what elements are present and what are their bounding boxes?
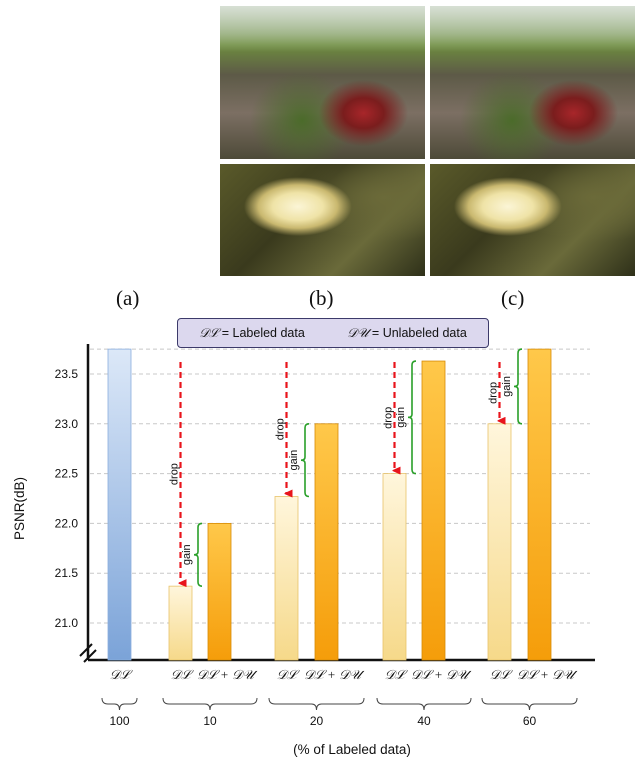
x-bar-label: 𝒟ℒ + 𝒟𝒰 xyxy=(197,667,258,682)
y-tick-label: 22.5 xyxy=(55,467,79,481)
drop-label: drop xyxy=(383,407,395,429)
photo-garden-rainy xyxy=(10,6,215,159)
x-bar-label: 𝒟ℒ xyxy=(277,667,300,682)
legend-unlabeled-text: = Unlabeled data xyxy=(371,325,467,340)
bar xyxy=(487,423,512,661)
bar xyxy=(527,348,552,661)
gain-brace xyxy=(407,360,417,475)
photo-rose-result-b xyxy=(220,164,425,276)
legend-unlabeled: 𝒟𝒰 = Unlabeled data xyxy=(347,326,467,341)
legend-unlabeled-symbol: 𝒟𝒰 xyxy=(347,325,369,340)
x-bar-label: 𝒟ℒ + 𝒟𝒰 xyxy=(517,667,578,682)
x-bar-label: 𝒟ℒ + 𝒟𝒰 xyxy=(304,667,365,682)
x-group-label: 40 xyxy=(417,714,431,728)
y-tick-label: 23.0 xyxy=(55,417,79,431)
gain-brace xyxy=(193,522,203,587)
y-axis-title: PSNR(dB) xyxy=(12,477,27,540)
x-bar-label: 𝒟ℒ + 𝒟𝒰 xyxy=(411,667,472,682)
gain-label: gain xyxy=(501,376,513,397)
group-brace xyxy=(268,697,365,711)
x-group-label: 10 xyxy=(203,714,217,728)
photo-rose-result-c xyxy=(430,164,635,276)
y-tick-label: 21.0 xyxy=(55,616,79,630)
bar xyxy=(207,522,232,661)
panel-label-b: (b) xyxy=(309,286,334,310)
axis-break-mark xyxy=(79,643,97,663)
gain-brace xyxy=(513,348,523,425)
chart-legend: 𝒟ℒ = Labeled data 𝒟𝒰 = Unlabeled data xyxy=(177,318,489,348)
x-group-label: 20 xyxy=(310,714,324,728)
panel-label-c: (c) xyxy=(501,286,525,310)
legend-labeled-symbol: 𝒟ℒ xyxy=(199,325,219,340)
x-axis-title: (% of Labeled data) xyxy=(293,742,411,757)
group-brace xyxy=(481,697,578,711)
gain-brace xyxy=(300,423,310,498)
y-tick-label: 23.5 xyxy=(55,367,79,381)
bar xyxy=(168,585,193,661)
legend-labeled: 𝒟ℒ = Labeled data xyxy=(199,326,305,341)
y-tick-label: 22.0 xyxy=(55,516,79,530)
x-bar-label: 𝒟ℒ xyxy=(385,667,408,682)
y-tick-label: 21.5 xyxy=(55,566,79,580)
x-bar-label: 𝒟ℒ xyxy=(110,667,133,682)
drop-label: drop xyxy=(169,463,181,485)
x-bar-label: 𝒟ℒ xyxy=(490,667,513,682)
bar xyxy=(107,348,132,661)
x-bar-label: 𝒟ℒ xyxy=(171,667,194,682)
bar xyxy=(382,473,407,661)
gain-label: gain xyxy=(395,407,407,428)
group-brace xyxy=(376,697,472,711)
legend-labeled-text: = Labeled data xyxy=(221,325,305,340)
drop-label: drop xyxy=(488,382,500,404)
drop-label: drop xyxy=(275,418,287,440)
bar xyxy=(314,423,339,661)
gain-label: gain xyxy=(181,544,193,565)
group-brace xyxy=(162,697,258,711)
x-group-label: 100 xyxy=(109,714,129,728)
photo-garden-result-b xyxy=(220,6,425,159)
bar xyxy=(421,360,446,661)
panel-label-a: (a) xyxy=(116,286,140,310)
photo-rose-rainy xyxy=(10,164,215,276)
x-group-label: 60 xyxy=(523,714,537,728)
bar xyxy=(274,496,299,661)
gain-label: gain xyxy=(288,450,300,471)
photo-garden-result-c xyxy=(430,6,635,159)
group-brace xyxy=(101,697,138,711)
